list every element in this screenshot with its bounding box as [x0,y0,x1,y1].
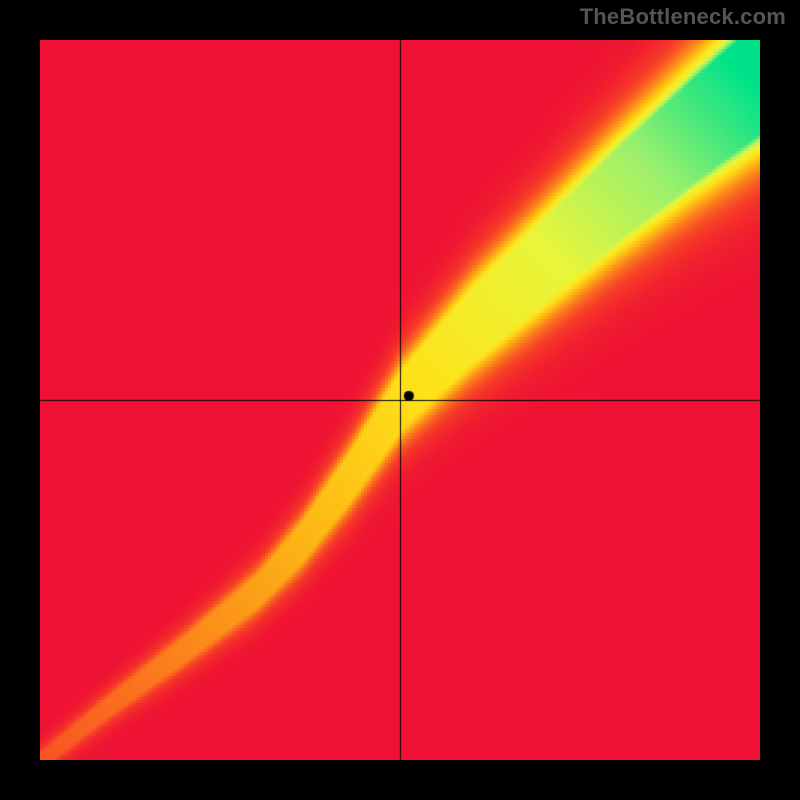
chart-frame: TheBottleneck.com [0,0,800,800]
watermark-label: TheBottleneck.com [580,4,786,30]
crosshair-overlay [40,40,760,760]
